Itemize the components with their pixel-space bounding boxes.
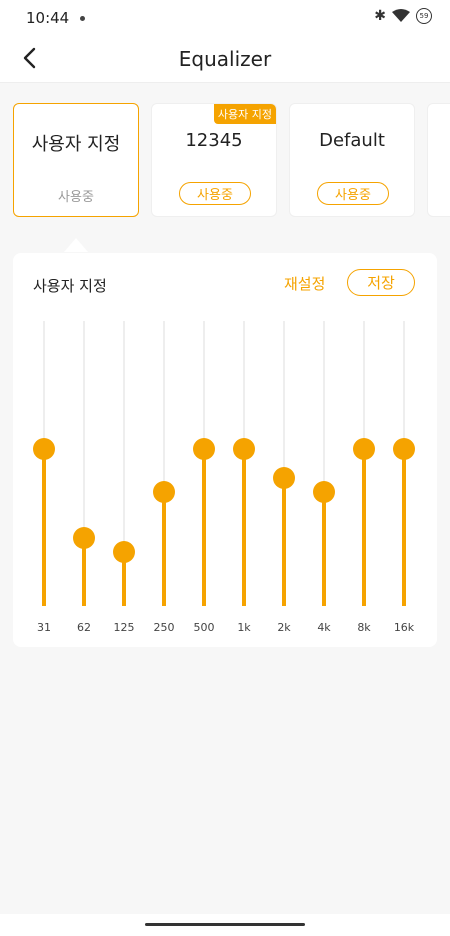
slider-fill bbox=[362, 449, 366, 606]
back-arrow-icon[interactable] bbox=[18, 45, 44, 71]
slider-fill bbox=[242, 449, 246, 606]
slider-fill bbox=[202, 449, 206, 606]
slider-track[interactable] bbox=[123, 321, 125, 606]
preset-card-12345[interactable]: 사용자 지정 12345 사용중 bbox=[151, 103, 277, 217]
eq-band-62[interactable]: 62 bbox=[64, 253, 104, 647]
equalizer-title: 사용자 지정 bbox=[33, 277, 107, 295]
gesture-nav-bar bbox=[0, 914, 450, 936]
status-icons: ✱ 59 bbox=[374, 8, 432, 24]
eq-band-250[interactable]: 250 bbox=[144, 253, 184, 647]
preset-list[interactable]: 사용자 지정 사용중 사용자 지정 12345 사용중 Default 사용중 bbox=[0, 103, 450, 218]
eq-band-4k[interactable]: 4k bbox=[304, 253, 344, 647]
frequency-label: 8k bbox=[357, 621, 371, 634]
eq-band-31[interactable]: 31 bbox=[24, 253, 64, 647]
battery-icon: 59 bbox=[416, 8, 432, 24]
preset-title: Default bbox=[319, 130, 385, 151]
eq-band-8k[interactable]: 8k bbox=[344, 253, 384, 647]
status-bar: 10:44 ✱ 59 bbox=[0, 0, 450, 36]
preset-title: 사용자 지정 bbox=[31, 134, 121, 155]
slider-thumb[interactable] bbox=[313, 481, 335, 503]
app-bar: Equalizer bbox=[0, 36, 450, 83]
page-title: Equalizer bbox=[178, 47, 272, 71]
preset-card-default[interactable]: Default 사용중 bbox=[289, 103, 415, 217]
frequency-label: 500 bbox=[193, 621, 215, 634]
bluetooth-icon: ✱ bbox=[374, 8, 386, 24]
wifi-icon bbox=[392, 9, 410, 22]
slider-fill bbox=[82, 537, 86, 606]
frequency-label: 16k bbox=[393, 621, 415, 634]
slider-thumb[interactable] bbox=[233, 438, 255, 461]
selection-pointer bbox=[64, 238, 88, 252]
frequency-label: 2k bbox=[277, 621, 291, 634]
status-time: 10:44 bbox=[26, 9, 70, 27]
eq-band-500[interactable]: 500 bbox=[184, 253, 224, 647]
preset-card-custom[interactable]: 사용자 지정 사용중 bbox=[13, 103, 139, 217]
slider-fill bbox=[402, 449, 406, 606]
slider-track[interactable] bbox=[163, 321, 165, 606]
frequency-label: 250 bbox=[153, 621, 175, 634]
band-sliders: 31 62 125 250 500 1k 2k 4k 8k 16k bbox=[13, 253, 437, 647]
frequency-label: 125 bbox=[113, 621, 135, 634]
slider-thumb[interactable] bbox=[73, 526, 95, 549]
home-handle[interactable] bbox=[145, 923, 305, 926]
eq-band-125[interactable]: 125 bbox=[104, 253, 144, 647]
slider-thumb[interactable] bbox=[273, 466, 295, 489]
slider-thumb[interactable] bbox=[33, 438, 55, 461]
custom-tag-badge: 사용자 지정 bbox=[213, 104, 276, 124]
slider-fill bbox=[42, 449, 46, 606]
use-preset-button[interactable]: 사용중 bbox=[317, 182, 389, 205]
slider-track[interactable] bbox=[83, 321, 85, 606]
preset-title: 12345 bbox=[185, 130, 243, 151]
slider-track[interactable] bbox=[323, 321, 325, 606]
save-button[interactable]: 저장 bbox=[347, 269, 415, 296]
slider-thumb[interactable] bbox=[353, 438, 375, 461]
slider-fill bbox=[162, 492, 166, 606]
frequency-label: 31 bbox=[37, 621, 51, 634]
equalizer-panel: 사용자 지정 재설정 저장 31 62 125 250 500 1k 2k 4k 8k 16k bbox=[13, 253, 437, 647]
use-preset-button[interactable]: 사용중 bbox=[179, 182, 251, 205]
reset-button[interactable]: 재설정 bbox=[284, 275, 326, 293]
preset-card-partial[interactable] bbox=[427, 103, 450, 217]
frequency-label: 4k bbox=[317, 621, 331, 634]
slider-thumb[interactable] bbox=[113, 540, 135, 563]
slider-thumb[interactable] bbox=[193, 438, 215, 461]
preset-status: 사용중 bbox=[58, 190, 94, 205]
slider-track[interactable] bbox=[283, 321, 285, 606]
slider-fill bbox=[322, 492, 326, 606]
frequency-label: 1k bbox=[237, 621, 251, 634]
slider-thumb[interactable] bbox=[153, 481, 175, 503]
slider-fill bbox=[282, 477, 286, 606]
slider-fill bbox=[122, 551, 126, 606]
eq-band-16k[interactable]: 16k bbox=[384, 253, 424, 647]
eq-band-1k[interactable]: 1k bbox=[224, 253, 264, 647]
slider-thumb[interactable] bbox=[393, 438, 415, 461]
eq-band-2k[interactable]: 2k bbox=[264, 253, 304, 647]
battery-level: 59 bbox=[419, 12, 429, 20]
frequency-label: 62 bbox=[77, 621, 91, 634]
notification-dot-icon bbox=[80, 16, 85, 21]
